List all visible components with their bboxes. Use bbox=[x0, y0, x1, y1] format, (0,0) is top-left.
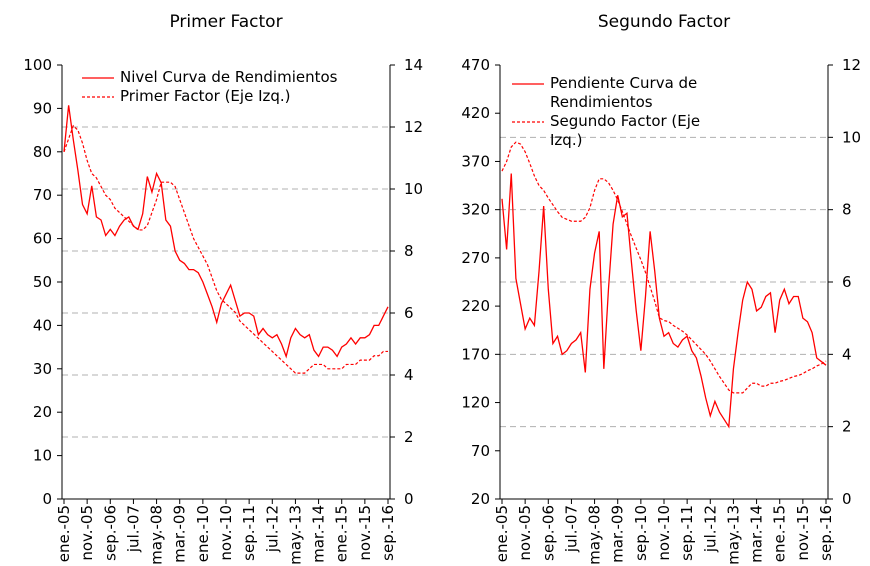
y2-tick-label: 2 bbox=[842, 418, 852, 436]
y2-tick-label: 4 bbox=[404, 366, 414, 384]
y-tick-label: 470 bbox=[461, 56, 490, 74]
x-tick-label: mar.-09 bbox=[609, 505, 627, 563]
legend-label: Nivel Curva de Rendimientos bbox=[120, 68, 338, 86]
y-tick-label: 30 bbox=[33, 360, 52, 378]
y2-tick-label: 2 bbox=[404, 428, 414, 446]
legend-swatch bbox=[82, 96, 114, 98]
y2-tick-label: 0 bbox=[404, 490, 414, 508]
y2-tick-label: 4 bbox=[842, 345, 852, 363]
x-tick-label: jul.-07 bbox=[124, 505, 142, 553]
x-tick-label: may.-08 bbox=[586, 505, 604, 565]
x-tick-label: sep.-16 bbox=[817, 505, 835, 561]
x-tick-label: nov.-15 bbox=[794, 505, 812, 561]
x-tick-label: ene.-05 bbox=[55, 505, 73, 562]
x-tick-label: mar.-09 bbox=[171, 505, 189, 563]
y2-tick-label: 8 bbox=[842, 201, 852, 219]
y-tick-label: 40 bbox=[33, 316, 52, 334]
y-tick-label: 0 bbox=[42, 490, 52, 508]
x-tick-label: nov.-10 bbox=[217, 505, 235, 561]
y-tick-label: 100 bbox=[23, 56, 52, 74]
legend-entry: Pendiente Curva de Rendimientos bbox=[510, 74, 730, 112]
x-tick-label: nov.-10 bbox=[655, 505, 673, 561]
chart-title: Segundo Factor bbox=[598, 12, 730, 32]
y-tick-label: 20 bbox=[33, 403, 52, 421]
y-tick-label: 20 bbox=[471, 490, 490, 508]
legend-label: Primer Factor (Eje Izq.) bbox=[120, 87, 291, 105]
legend-entry: Primer Factor (Eje Izq.) bbox=[80, 87, 400, 106]
x-tick-label: ene.-15 bbox=[771, 505, 789, 562]
y-tick-label: 70 bbox=[471, 442, 490, 460]
chart-title: Primer Factor bbox=[169, 12, 282, 32]
y-tick-label: 90 bbox=[33, 99, 52, 117]
legend-swatch bbox=[512, 121, 544, 123]
y-tick-label: 10 bbox=[33, 447, 52, 465]
series-line bbox=[63, 124, 388, 374]
x-tick-label: jul.-12 bbox=[263, 505, 281, 553]
y-tick-label: 50 bbox=[33, 273, 52, 291]
legend-label: Pendiente Curva de Rendimientos bbox=[550, 74, 698, 111]
x-tick-label: may.-13 bbox=[286, 505, 304, 565]
legend-swatch bbox=[82, 77, 114, 79]
y-tick-label: 170 bbox=[461, 345, 490, 363]
y2-tick-label: 0 bbox=[842, 490, 852, 508]
y2-tick-label: 6 bbox=[404, 304, 414, 322]
series-line bbox=[501, 173, 827, 429]
y-tick-label: 420 bbox=[461, 104, 490, 122]
x-tick-label: sep.-06 bbox=[539, 505, 557, 561]
x-tick-label: nov.-05 bbox=[78, 505, 96, 561]
y-tick-label: 80 bbox=[33, 143, 52, 161]
legend-entry: Nivel Curva de Rendimientos bbox=[80, 68, 400, 87]
x-tick-label: may.-08 bbox=[148, 505, 166, 565]
y-tick-label: 120 bbox=[461, 394, 490, 412]
x-tick-label: ene.-15 bbox=[333, 505, 351, 562]
y-tick-label: 370 bbox=[461, 152, 490, 170]
y2-tick-label: 6 bbox=[842, 273, 852, 291]
y-tick-label: 320 bbox=[461, 201, 490, 219]
x-tick-label: sep.-11 bbox=[240, 505, 258, 561]
x-tick-label: mar.-14 bbox=[748, 505, 766, 563]
y2-tick-label: 12 bbox=[842, 56, 861, 74]
y2-tick-label: 12 bbox=[404, 118, 423, 136]
x-tick-label: nov.-05 bbox=[516, 505, 534, 561]
legend: Nivel Curva de Rendimientos Primer Factor… bbox=[80, 68, 400, 106]
legend: Pendiente Curva de Rendimientos Segundo F… bbox=[510, 74, 730, 150]
y-tick-label: 220 bbox=[461, 297, 490, 315]
series-line bbox=[63, 105, 389, 359]
x-tick-label: jul.-07 bbox=[562, 505, 580, 553]
y-tick-label: 60 bbox=[33, 230, 52, 248]
x-tick-label: sep.-16 bbox=[379, 505, 397, 561]
y2-tick-label: 10 bbox=[404, 180, 423, 198]
x-tick-label: nov.-15 bbox=[356, 505, 374, 561]
legend-entry: Segundo Factor (Eje Izq.) bbox=[510, 112, 730, 150]
y2-tick-label: 10 bbox=[842, 128, 861, 146]
y-tick-label: 270 bbox=[461, 249, 490, 267]
x-tick-label: sep.-11 bbox=[678, 505, 696, 561]
x-tick-label: sep.-06 bbox=[101, 505, 119, 561]
x-tick-label: ene.-10 bbox=[194, 505, 212, 562]
x-tick-label: may.-13 bbox=[724, 505, 742, 565]
y2-tick-label: 14 bbox=[404, 56, 423, 74]
x-tick-label: sep.-10 bbox=[632, 505, 650, 561]
x-tick-label: jul.-12 bbox=[701, 505, 719, 553]
x-tick-label: ene.-05 bbox=[493, 505, 511, 562]
series-line bbox=[501, 141, 827, 394]
y2-tick-label: 8 bbox=[404, 242, 414, 260]
y-tick-label: 70 bbox=[33, 186, 52, 204]
legend-swatch bbox=[512, 83, 544, 85]
x-tick-label: mar.-14 bbox=[310, 505, 328, 563]
legend-label: Segundo Factor (Eje Izq.) bbox=[550, 112, 701, 149]
